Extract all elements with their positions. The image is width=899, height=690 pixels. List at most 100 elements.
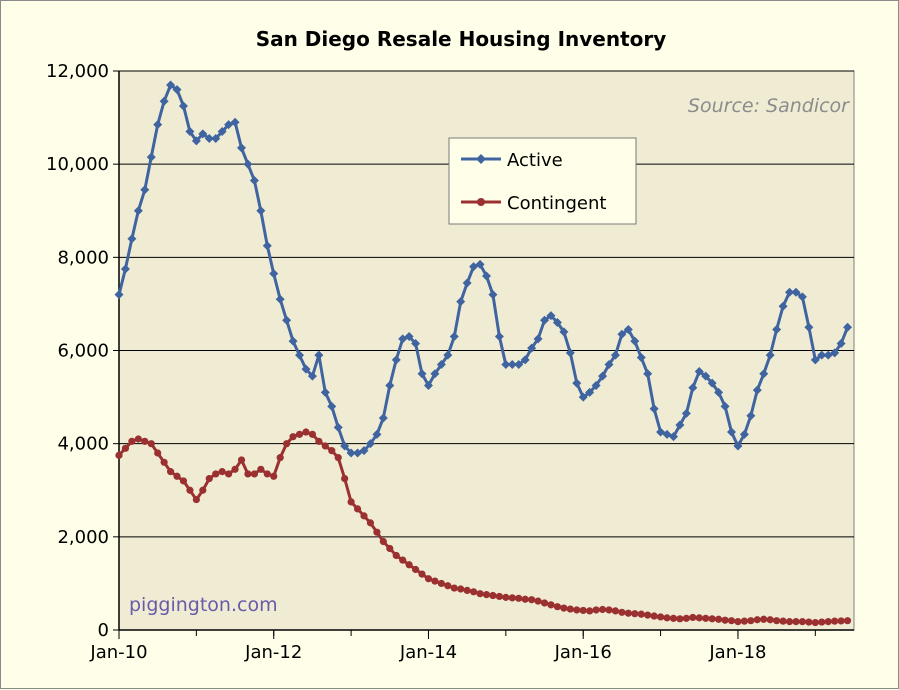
data-point-contingent: [321, 442, 329, 450]
data-point-active: [694, 366, 704, 376]
data-point-active: [256, 206, 266, 216]
data-point-contingent: [779, 617, 787, 625]
x-tick-label: Jan-18: [708, 642, 766, 663]
data-point-contingent: [250, 470, 258, 478]
data-point-active: [791, 287, 801, 297]
data-point-contingent: [727, 617, 736, 625]
data-point-active: [391, 355, 401, 365]
data-point-contingent: [528, 596, 536, 604]
data-point-contingent: [399, 556, 407, 564]
data-point-contingent: [166, 468, 175, 476]
data-point-active: [643, 369, 653, 379]
data-point-contingent: [463, 586, 471, 595]
data-point-active: [752, 385, 762, 395]
data-point-active: [282, 315, 292, 325]
data-point-active: [295, 350, 305, 360]
y-tick-label: 10,000: [46, 154, 109, 175]
data-point-active: [759, 369, 769, 379]
data-point-contingent: [431, 577, 439, 585]
data-point-contingent: [457, 585, 465, 593]
data-point-contingent: [237, 456, 246, 464]
data-point-contingent: [476, 590, 484, 598]
data-point-active: [746, 411, 756, 421]
data-point-contingent: [489, 591, 497, 600]
data-point-active: [591, 380, 601, 390]
data-point-contingent: [586, 607, 594, 615]
data-point-contingent: [824, 618, 832, 626]
data-point-active: [417, 369, 427, 379]
data-point-active: [191, 136, 201, 146]
data-point-active: [288, 336, 298, 346]
data-point-active: [365, 439, 375, 449]
data-point-active: [494, 332, 504, 342]
legend-box: [448, 137, 637, 225]
data-point-active: [598, 371, 608, 381]
data-point-contingent: [611, 607, 620, 615]
data-point-contingent: [573, 606, 581, 614]
y-tick-label: 0: [98, 620, 109, 641]
data-point-active: [707, 378, 717, 388]
data-point-contingent: [663, 614, 671, 622]
data-point-active: [120, 264, 130, 274]
data-point-contingent: [328, 447, 336, 455]
data-point-contingent: [579, 606, 587, 615]
data-point-active: [604, 359, 614, 369]
data-point-active: [688, 383, 698, 393]
series-line-active: [117, 83, 849, 455]
data-point-contingent: [160, 458, 168, 466]
data-point-contingent: [283, 440, 291, 448]
legend: Active Contingent: [448, 137, 637, 225]
data-point-active: [630, 336, 640, 346]
data-point-active: [617, 329, 627, 339]
data-point-contingent: [173, 472, 181, 480]
data-point-contingent: [766, 616, 774, 624]
data-point-active: [333, 422, 343, 432]
data-point-contingent: [598, 605, 607, 614]
data-point-active: [559, 327, 569, 337]
data-point-active: [114, 290, 124, 300]
y-tick-label: 8,000: [57, 247, 109, 268]
data-point-contingent: [121, 444, 130, 452]
data-point-contingent: [715, 615, 723, 623]
data-point-active: [307, 371, 317, 381]
data-point-contingent: [689, 613, 697, 622]
data-point-contingent: [656, 613, 665, 621]
data-point-contingent: [437, 579, 445, 588]
data-point-contingent: [186, 486, 194, 494]
data-point-active: [340, 441, 350, 451]
data-point-contingent: [618, 608, 626, 616]
data-point-active: [456, 297, 466, 307]
data-point-active: [565, 348, 575, 358]
data-point-contingent: [424, 575, 433, 583]
data-point-contingent: [212, 470, 220, 478]
data-point-active: [785, 287, 795, 297]
data-point-active: [810, 355, 820, 365]
x-tick-label: Jan-14: [399, 642, 457, 663]
data-point-contingent: [470, 588, 478, 596]
data-point-active: [797, 292, 807, 302]
data-point-contingent: [315, 437, 323, 445]
data-point-active: [836, 339, 846, 349]
data-point-contingent: [547, 601, 555, 609]
data-point-active: [314, 350, 324, 360]
data-point-contingent: [199, 486, 207, 494]
data-point-contingent: [405, 561, 413, 569]
data-point-active: [262, 241, 272, 251]
data-point-contingent: [566, 605, 574, 613]
data-point-active: [449, 332, 459, 342]
data-point-active: [178, 101, 188, 111]
data-point-contingent: [592, 606, 600, 614]
data-point-contingent: [792, 618, 800, 626]
data-point-contingent: [753, 616, 761, 624]
data-point-contingent: [263, 470, 271, 478]
data-point-contingent: [276, 454, 284, 462]
data-point-active: [514, 359, 524, 369]
data-point-active: [133, 206, 143, 216]
data-point-contingent: [482, 590, 491, 599]
data-point-active: [578, 392, 588, 402]
data-point-active: [488, 290, 498, 300]
x-tick-label: Jan-10: [89, 642, 147, 663]
data-point-contingent: [798, 618, 807, 626]
data-point-contingent: [192, 495, 200, 504]
